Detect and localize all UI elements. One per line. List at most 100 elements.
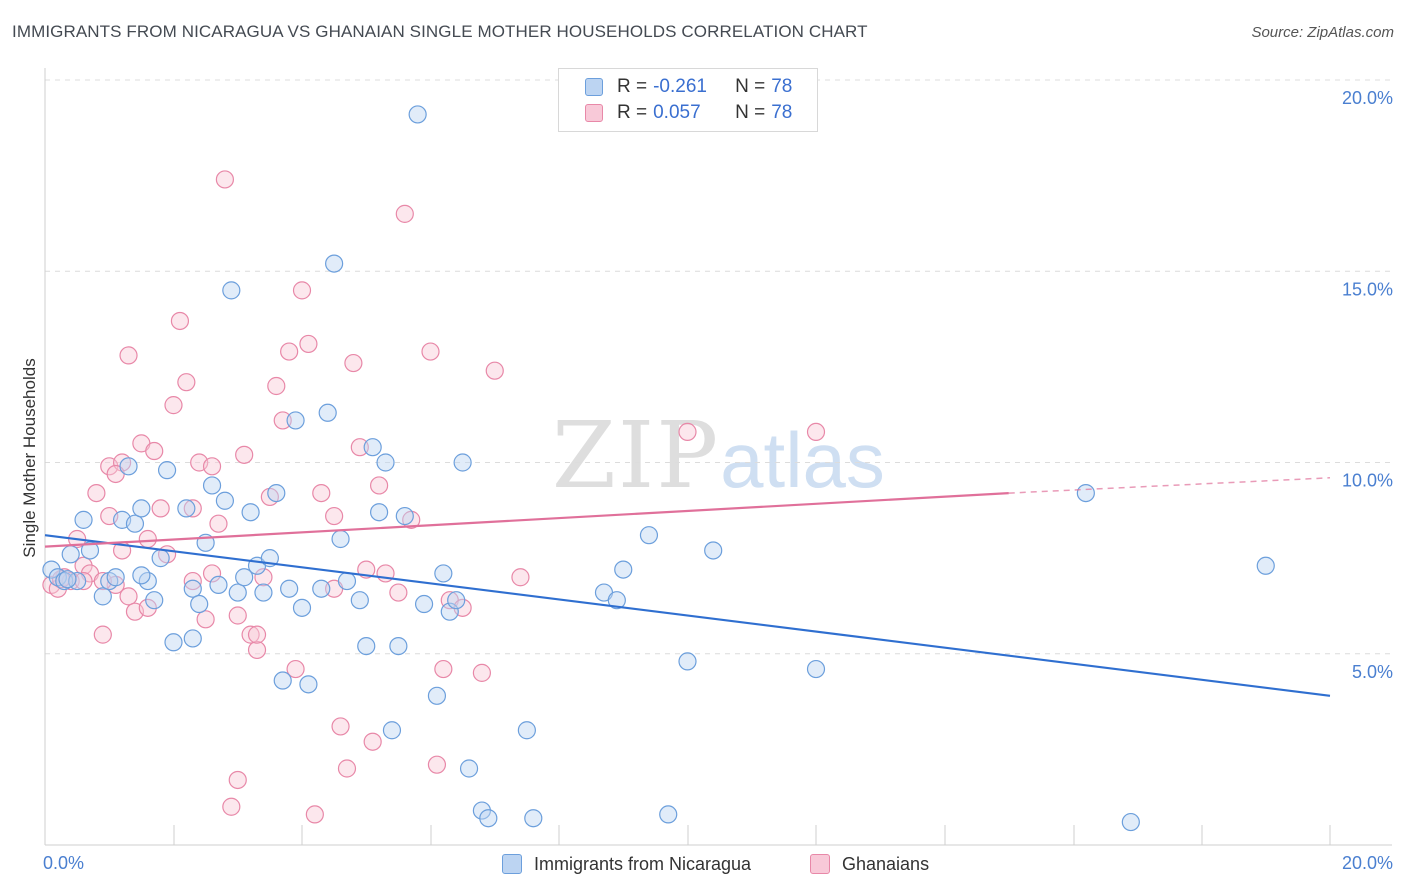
ghanaian-point: [215, 170, 234, 189]
ghanaian-point: [151, 499, 170, 518]
ghanaian-point: [434, 659, 453, 679]
ghanaian-point: [292, 281, 312, 300]
ghanaian-point: [228, 606, 247, 625]
nicaragua-point: [292, 598, 312, 617]
nicaragua-point: [434, 564, 453, 583]
nicaragua-point: [267, 484, 286, 503]
y-tick-label: 15.0%: [1342, 279, 1393, 299]
ghanaian-point: [145, 441, 164, 461]
nicaragua-point: [74, 510, 93, 529]
grid: [45, 79, 1392, 655]
ghanaian-point: [511, 568, 530, 587]
ghanaian-point: [331, 717, 350, 736]
series-legend-nicaragua: Immigrants from Nicaragua: [502, 851, 751, 877]
nicaragua-point: [427, 686, 447, 705]
nicaragua-point: [318, 403, 337, 422]
series-name: Immigrants from Nicaragua: [534, 853, 752, 874]
ghanaian-point: [74, 571, 93, 591]
chart-title: IMMIGRANTS FROM NICARAGUA VS GHANAIAN SI…: [12, 22, 868, 41]
nicaragua-point: [222, 281, 241, 300]
nicaragua-point: [459, 759, 479, 778]
ghanaian-point: [93, 625, 112, 644]
tick-labels: 20.0% 15.0% 10.0% 5.0% 0.0% 20.0% Single Mothe…: [20, 88, 1393, 873]
ghanaian-point: [280, 342, 299, 361]
nicaragua-point: [183, 579, 202, 598]
ghanaian-trend-line: [44, 492, 1009, 548]
ghanaian-point: [485, 361, 504, 380]
ghanaian-point: [119, 587, 138, 606]
nicaragua-point: [370, 503, 389, 522]
x-tick-label: 20.0%: [1342, 853, 1393, 873]
nicaragua-point: [453, 453, 472, 472]
ghanaian-point: [138, 529, 157, 549]
nicaragua-point: [659, 805, 678, 824]
nicaragua-point: [202, 476, 222, 495]
nicaragua-point: [479, 809, 498, 828]
nicaragua-point: [440, 602, 459, 621]
nicaragua-point: [447, 591, 466, 610]
ghanaian-point: [325, 506, 344, 526]
ghanaian-point: [344, 353, 363, 373]
nicaragua-point: [119, 457, 138, 476]
ghanaian-point: [337, 759, 357, 778]
legend-r-value: 0.057: [653, 102, 701, 123]
nicaragua-point: [1076, 484, 1095, 503]
nicaragua-point: [286, 411, 305, 430]
ghanaian-point: [164, 396, 183, 415]
ghanaian-point: [254, 568, 273, 587]
trend-lines: [44, 477, 1331, 697]
nicaragua-point: [408, 105, 427, 124]
nicaragua-point: [190, 594, 209, 614]
nicaragua-point: [312, 579, 331, 598]
nicaragua-point: [1256, 556, 1275, 575]
blue-swatch: [502, 854, 522, 874]
watermark-zip: ZIP: [552, 402, 721, 509]
ghanaian-point: [273, 411, 292, 430]
ghanaian-point: [228, 770, 247, 790]
ghanaian-point: [222, 797, 241, 816]
ghanaian-point: [389, 583, 408, 602]
watermark: ZIPatlas: [552, 402, 885, 509]
nicaragua-point: [806, 659, 826, 679]
nicaragua-point: [350, 591, 369, 610]
nicaragua-point: [254, 583, 273, 602]
nicaragua-point: [228, 583, 247, 602]
nicaragua-point: [395, 506, 414, 526]
legend-n-value: 78: [771, 76, 793, 97]
nicaragua-point: [639, 526, 659, 545]
nicaragua-point: [145, 591, 164, 610]
ghanaian-point: [678, 422, 697, 441]
legend-n-label: N =: [735, 76, 766, 97]
ghanaian-point: [247, 640, 267, 660]
nicaragua-point: [325, 254, 344, 273]
nicaragua-point: [1121, 812, 1140, 832]
legend-n-value: 78: [771, 102, 793, 123]
y-tick-label: 20.0%: [1342, 88, 1393, 108]
legend-row-ghanaians: R = 0.057 N = 78: [585, 101, 792, 125]
y-axis-title: Single Mother Households: [20, 358, 39, 557]
axes: [44, 68, 1392, 846]
nicaragua-point: [80, 541, 100, 560]
nicaragua-point: [517, 721, 536, 740]
nicaragua-point: [183, 629, 202, 648]
nicaragua-point: [337, 571, 357, 591]
nicaragua-point: [414, 594, 434, 614]
ghanaian-point: [286, 659, 305, 679]
ghanaian-point: [247, 625, 267, 644]
nicaragua-point: [382, 721, 402, 740]
nicaragua-point: [614, 560, 633, 579]
legend-row-nicaragua: R = -0.261 N = 78: [585, 75, 792, 99]
nicaragua-point: [299, 675, 318, 694]
ghanaian-point: [350, 438, 369, 457]
nicaragua-point: [280, 579, 299, 598]
nicaragua-point: [376, 453, 395, 472]
ghanaian-point: [202, 564, 222, 583]
ghanaian-point: [87, 484, 106, 503]
ghanaian-point: [170, 311, 190, 331]
nicaragua-point: [93, 587, 112, 606]
nicaragua-points: [42, 105, 1275, 832]
nicaragua-point: [55, 571, 74, 591]
nicaragua-point: [209, 575, 228, 595]
ghanaians-points: [42, 170, 826, 824]
ghanaian-point: [299, 334, 318, 354]
